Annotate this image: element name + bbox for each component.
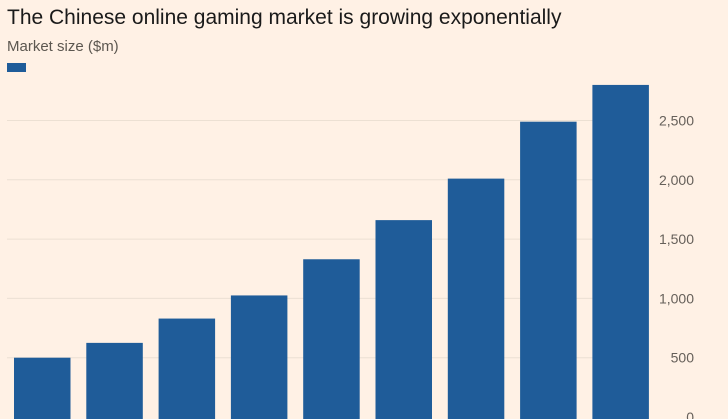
bar-1 (14, 357, 71, 419)
y-tick-label: 0 (686, 409, 694, 419)
bar-4 (230, 295, 288, 419)
bar-9 (592, 84, 649, 419)
bar-3 (158, 318, 216, 419)
y-tick-label: 500 (671, 350, 695, 366)
bars (14, 84, 649, 419)
legend-swatch (7, 63, 26, 72)
bar-5 (303, 259, 360, 419)
y-tick-label: 1,000 (659, 290, 694, 306)
bar-2 (86, 342, 143, 419)
y-tick-label: 2,500 (659, 113, 694, 129)
y-tick-label: 2,000 (659, 172, 694, 188)
y-axis-label: Market size ($m) (7, 38, 119, 55)
y-tick-label: 1,500 (659, 231, 694, 247)
bar-7 (447, 178, 505, 419)
chart-title: The Chinese online gaming market is grow… (7, 6, 562, 29)
y-tick-labels: 0 500 1,000 1,500 2,000 2,500 (659, 113, 694, 419)
bar-8 (520, 121, 577, 419)
bar-6 (375, 220, 432, 419)
